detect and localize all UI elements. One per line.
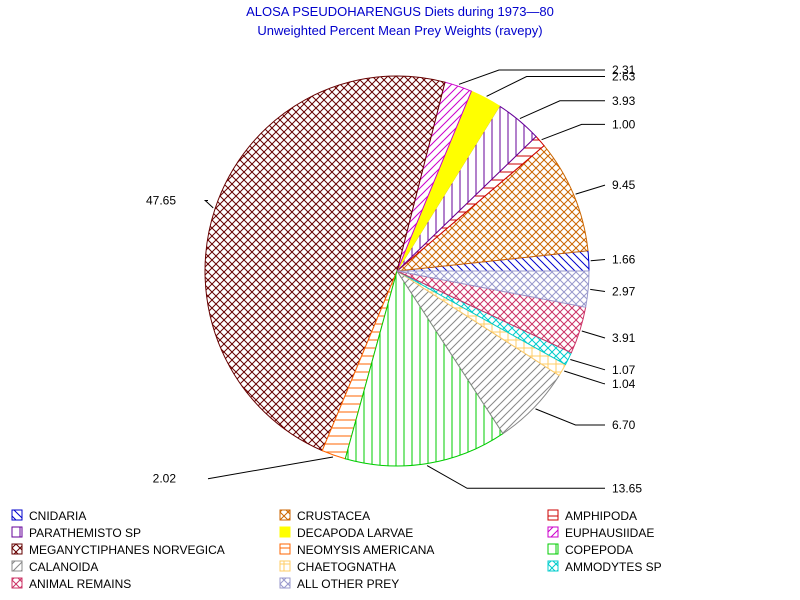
leader-line-amphipoda [541,123,605,141]
slice-all-other-prey [396,270,590,308]
legend-label-meganyctiphanes-norvegica: MEGANYCTIPHANES NORVEGICA [29,543,225,557]
leader-line-decapoda-larvae [486,76,605,97]
legend-label-chaetognatha: CHAETOGNATHA [297,560,396,574]
legend-label-copepoda: COPEPODA [565,543,633,557]
data-label-meganyctiphanes-norvegica: 47.65 [146,194,176,208]
chart-subtitle: Unweighted Percent Mean Prey Weights (ra… [257,23,543,38]
slice-meganyctiphanes-norvegica [204,75,446,452]
slice-crustacea [395,144,589,272]
data-label-amphipoda: 1.00 [612,117,636,131]
legend-swatch-decapoda-larvae [279,526,291,538]
legend-swatch-crustacea [279,509,291,521]
legend-label-crustacea: CRUSTACEA [297,509,370,523]
leader-line-chaetognatha [564,370,605,385]
data-label-all-other-prey: 2.97 [612,284,636,298]
data-label-cnidaria: 1.66 [612,253,636,267]
legend-swatch-cnidaria [11,509,23,521]
legend-label-decapoda-larvae: DECAPODA LARVAE [297,526,413,540]
leader-line-ammodytes-sp [570,359,606,371]
leader-line-meganyctiphanes-norvegica [203,200,214,209]
leader-line-parathemisto-sp [519,100,605,120]
data-label-crustacea: 9.45 [612,178,636,192]
slice-copepoda [344,269,504,467]
leader-line-neomysis-americana [207,456,334,480]
legend-swatch-ammodytes-sp [547,560,559,572]
legend-label-all-other-prey: ALL OTHER PREY [297,577,399,591]
data-label-chaetognatha: 1.04 [612,377,636,391]
legend-label-neomysis-americana: NEOMYSIS AMERICANA [297,543,434,557]
leader-line-animal-remains [581,330,606,339]
legend-label-parathemisto-sp: PARATHEMISTO SP [29,526,141,540]
chart-title: ALOSA PSEUDOHARENGUS Diets during 1973—8… [246,4,554,19]
legend-label-animal-remains: ANIMAL REMAINS [29,577,131,591]
data-label-neomysis-americana: 2.02 [153,472,177,486]
legend-swatch-neomysis-americana [279,543,291,555]
leader-line-all-other-prey [590,288,606,292]
legend-swatch-chaetognatha [279,560,291,572]
data-label-copepoda: 13.65 [612,481,642,495]
legend-swatch-copepoda [547,543,559,555]
legend-swatch-meganyctiphanes-norvegica [11,543,23,555]
legend-label-ammodytes-sp: AMMODYTES SP [565,560,662,574]
legend-swatch-amphipoda [547,509,559,521]
legend-swatch-calanoida [11,560,23,572]
leader-line-cnidaria [590,259,606,262]
legend-swatch-parathemisto-sp [11,526,23,538]
legend-label-amphipoda: AMPHIPODA [565,509,637,523]
data-label-parathemisto-sp: 3.93 [612,94,636,108]
leader-line-copepoda [426,465,605,489]
legend-swatch-animal-remains [11,577,23,589]
data-label-decapoda-larvae: 2.63 [612,70,636,84]
legend-label-cnidaria: CNIDARIA [29,509,86,523]
data-label-euphausiidae: 2.31 [612,63,636,77]
leader-line-calanoida [535,408,605,426]
data-label-ammodytes-sp: 1.07 [612,363,636,377]
data-label-calanoida: 6.70 [612,418,636,432]
data-label-animal-remains: 3.91 [612,331,636,345]
legend-label-calanoida: CALANOIDA [29,560,98,574]
leader-line-euphausiidae [458,69,605,85]
legend-swatch-all-other-prey [279,577,291,589]
leader-line-crustacea [575,184,606,195]
legend-swatch-euphausiidae [547,526,559,538]
legend-label-euphausiidae: EUPHAUSIIDAE [565,526,654,540]
